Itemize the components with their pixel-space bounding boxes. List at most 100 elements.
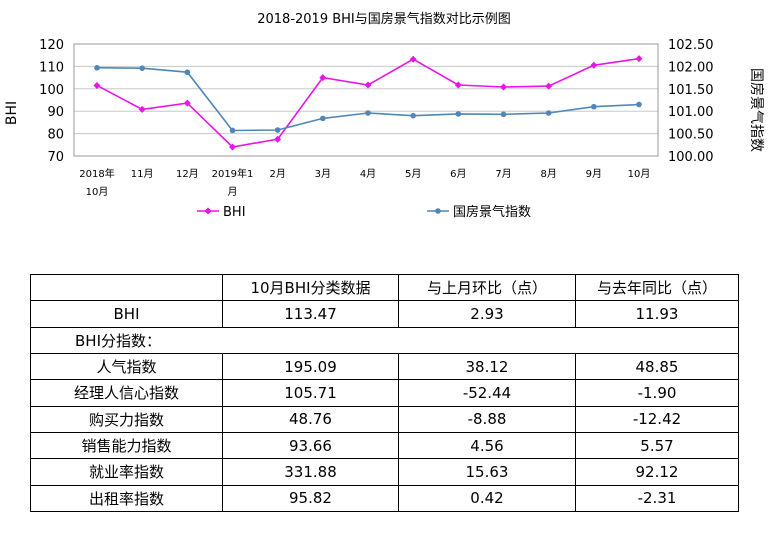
data-point [365, 110, 371, 116]
y-tick-label: 80 [47, 128, 64, 143]
table-cell: 2.93 [398, 300, 576, 328]
x-tick-label: 12月 [176, 168, 199, 180]
data-point [500, 111, 507, 118]
chart-title: 2018-2019 BHI与国房景气指数对比示例图 [257, 11, 511, 27]
data-point [455, 111, 462, 117]
x-tick-label: 2019年1 [212, 167, 254, 180]
table-cell: 195.09 [222, 352, 399, 381]
table-cell: 38.12 [398, 352, 576, 381]
x-tick-label: 2018年 [79, 167, 114, 180]
table-row: 就业率指数 331.88 15.63 92.12 [30, 458, 739, 486]
y2-axis-label: 国房景气指数 [748, 68, 764, 152]
legend-label: 国房景气指数 [453, 204, 531, 220]
table-cell: -52.44 [398, 379, 576, 407]
data-point [184, 69, 191, 76]
data-point [274, 127, 281, 133]
y2-tick-label: 100.50 [668, 128, 714, 143]
data-point [138, 105, 146, 113]
table-cell: 出租率指数 [30, 484, 223, 513]
legend-marker [204, 207, 212, 215]
data-point [410, 112, 416, 119]
x-tick-label: 10月 [628, 168, 651, 180]
table-cell: 331.88 [222, 458, 399, 486]
table-cell: -1.90 [575, 379, 739, 407]
x-tick-label: 4月 [360, 168, 376, 180]
table-subheading-row: BHI分指数： [30, 326, 739, 354]
x-tick-label: 月 [228, 186, 238, 198]
table-cell: 113.47 [222, 300, 399, 328]
table-cell: 0.42 [398, 484, 576, 513]
x-tick-label: 2月 [269, 168, 285, 180]
y2-tick-label: 101.00 [668, 105, 714, 120]
y-tick-label: 120 [39, 38, 64, 53]
table-header-cell: 与上月环比（点） [398, 273, 576, 302]
series-layer [93, 55, 643, 151]
table-cell: 15.63 [398, 458, 576, 486]
table-cell: BHI [30, 300, 223, 328]
data-point [591, 103, 597, 110]
data-point [545, 110, 552, 116]
legend-label: BHI [223, 205, 246, 220]
y-tick-label: 70 [47, 150, 64, 165]
data-point [139, 65, 145, 71]
x-tick-label: 6月 [450, 168, 466, 180]
plot-frame [73, 43, 659, 157]
x-tick-label: 5月 [405, 168, 421, 180]
table-cell: 4.56 [398, 431, 576, 460]
data-point [545, 82, 553, 90]
table-row: 出租率指数 95.82 0.42 -2.31 [30, 484, 739, 513]
y-axis-label: BHI [4, 101, 20, 125]
table-row: 经理人信心指数 105.71 -52.44 -1.90 [30, 379, 739, 407]
table-cell: 48.76 [222, 405, 399, 433]
table-row: 人气指数 195.09 38.12 48.85 [30, 352, 739, 381]
bhi-data-table: 10月BHI分类数据 与上月环比（点） 与去年同比（点） BHI 113.47 … [30, 273, 739, 513]
table-cell: 购买力指数 [30, 405, 223, 433]
table-header-cell: 与去年同比（点） [575, 273, 739, 302]
data-point [319, 74, 327, 82]
y-tick-label: 110 [39, 60, 64, 75]
table-row: 销售能力指数 93.66 4.56 5.57 [30, 431, 739, 460]
table-header-cell: 10月BHI分类数据 [222, 273, 399, 302]
table-cell: 销售能力指数 [30, 431, 223, 460]
data-point [229, 143, 236, 151]
table-cell: 105.71 [222, 379, 399, 407]
y-tick-label: 90 [47, 105, 64, 120]
data-point [364, 81, 372, 89]
table-cell: 48.85 [575, 352, 739, 381]
table-cell: 93.66 [222, 431, 399, 460]
bhi-comparison-chart: 2018-2019 BHI与国房景气指数对比示例图 70 80 90 100 110 12… [4, 11, 764, 220]
data-point [94, 64, 100, 71]
y2-tick-label: 100.00 [668, 150, 714, 165]
legend: BHI 国房景气指数 [197, 204, 531, 220]
y2-tick-label: 101.50 [668, 83, 714, 98]
data-point [320, 115, 326, 122]
y2-tick-label: 102.00 [668, 60, 714, 75]
table-cell: -2.31 [575, 484, 739, 513]
x-tick-label: 11月 [131, 168, 154, 180]
x-tick-label: 3月 [315, 168, 331, 180]
table-cell: 经理人信心指数 [30, 379, 223, 407]
y-tick-labels: 70 80 90 100 110 120 [39, 38, 64, 165]
x-tick-label: 8月 [540, 168, 556, 180]
data-point [636, 101, 642, 108]
y-tick-label: 100 [39, 83, 64, 98]
table-header-cell [30, 273, 223, 302]
y2-tick-labels: 100.00 100.50 101.00 101.50 102.00 102.50 [668, 38, 714, 165]
data-point [409, 55, 417, 63]
table-cell: 95.82 [222, 484, 399, 513]
sub-index-heading: BHI分指数： [30, 326, 739, 354]
table-cell: -12.42 [575, 405, 739, 433]
table-cell: 人气指数 [30, 352, 223, 381]
data-point [93, 81, 101, 89]
table-row-bhi: BHI 113.47 2.93 11.93 [30, 300, 739, 328]
y2-tick-label: 102.50 [668, 38, 714, 53]
data-point [635, 55, 643, 63]
data-point [590, 61, 598, 69]
data-point [183, 99, 191, 107]
data-point [274, 135, 282, 143]
table-cell: 5.57 [575, 431, 739, 460]
x-tick-label: 10月 [86, 186, 109, 198]
series-line [96, 66, 640, 132]
table-row: 购买力指数 48.76 -8.88 -12.42 [30, 405, 739, 433]
table-cell: 92.12 [575, 458, 739, 486]
